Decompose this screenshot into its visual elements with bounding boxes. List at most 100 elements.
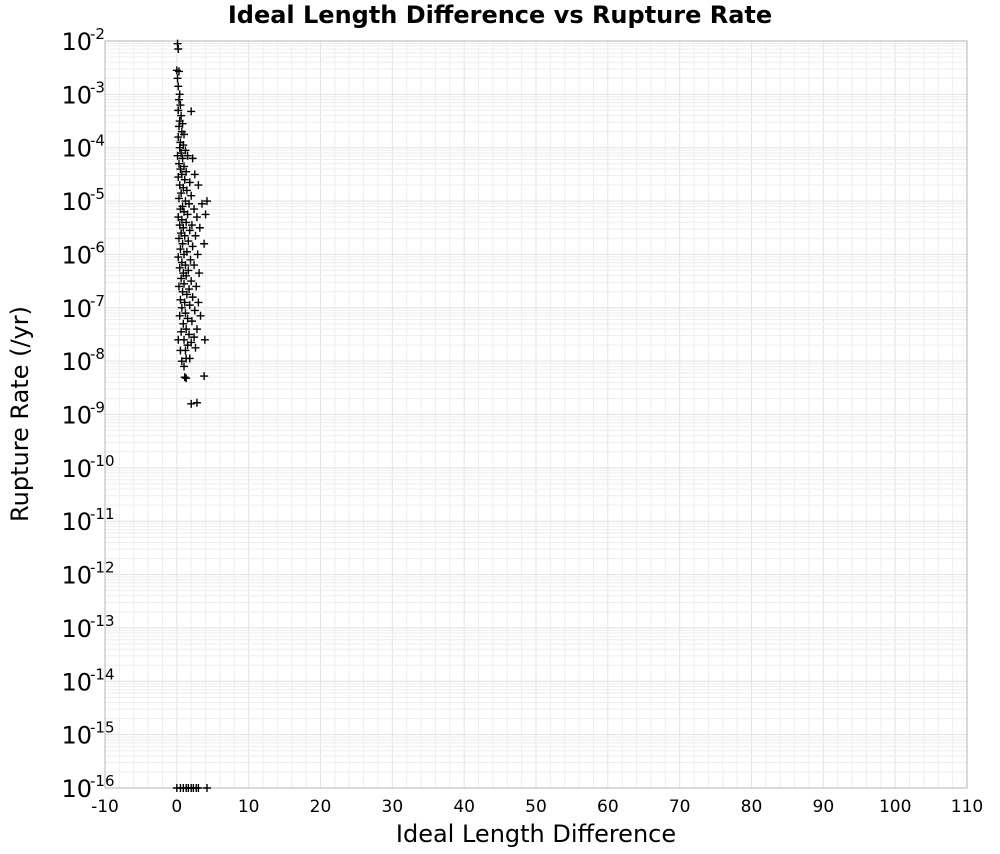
chart-title: Ideal Length Difference vs Rupture Rate bbox=[228, 1, 772, 29]
data-point-plus-marker bbox=[180, 298, 189, 307]
data-point-plus-marker bbox=[185, 285, 194, 294]
y-tick-label-base: 10 bbox=[61, 775, 92, 803]
data-point-plus-marker bbox=[200, 372, 209, 381]
y-tick-label-exponent: -14 bbox=[90, 665, 115, 683]
data-point-plus-marker bbox=[185, 226, 194, 235]
data-point-plus-marker bbox=[194, 181, 203, 190]
grid bbox=[104, 41, 968, 789]
y-tick-label-base: 10 bbox=[61, 668, 92, 696]
data-point-plus-marker bbox=[190, 333, 199, 342]
y-tick-label-exponent: -6 bbox=[90, 238, 105, 256]
data-point-plus-marker bbox=[174, 133, 183, 142]
data-point-plus-marker bbox=[203, 784, 212, 792]
data-point-plus-marker bbox=[194, 298, 203, 307]
data-point-plus-marker bbox=[174, 106, 183, 115]
x-axis-ticks: -10 0 10 20 30 40 50 60 70 80 90 100 110 bbox=[91, 797, 983, 817]
y-tick-label-exponent: -4 bbox=[90, 132, 105, 150]
x-tick-label: 110 bbox=[951, 797, 983, 817]
data-point-plus-marker bbox=[183, 341, 192, 350]
data-point-plus-marker bbox=[192, 398, 201, 407]
data-point-plus-marker bbox=[187, 277, 196, 286]
data-point-plus-marker bbox=[190, 170, 199, 179]
y-tick-label-base: 10 bbox=[61, 28, 92, 56]
data-point-plus-marker bbox=[184, 266, 193, 275]
data-point-plus-marker bbox=[176, 346, 185, 355]
y-tick-label-exponent: -15 bbox=[90, 719, 115, 737]
data-point-plus-marker bbox=[185, 330, 194, 339]
data-point-plus-marker bbox=[178, 154, 187, 163]
x-tick-label: 70 bbox=[669, 797, 691, 817]
y-tick-label-exponent: -16 bbox=[90, 772, 115, 790]
data-point-plus-marker bbox=[182, 325, 191, 334]
data-point-plus-marker bbox=[195, 223, 204, 232]
data-point-plus-marker bbox=[186, 255, 195, 264]
data-point-plus-marker bbox=[177, 327, 186, 336]
data-point-plus-marker bbox=[182, 186, 191, 195]
data-point-plus-marker bbox=[180, 250, 189, 259]
data-point-plus-marker bbox=[177, 303, 186, 312]
data-point-plus-marker bbox=[187, 317, 196, 326]
data-point-plus-marker bbox=[174, 253, 183, 262]
y-tick-label-base: 10 bbox=[61, 188, 92, 216]
data-point-plus-marker bbox=[200, 335, 209, 344]
data-point-plus-marker bbox=[184, 237, 193, 246]
data-point-plus-marker bbox=[192, 282, 201, 291]
y-tick-label-base: 10 bbox=[61, 81, 92, 109]
x-axis-label: Ideal Length Difference bbox=[396, 820, 676, 848]
data-point-plus-marker bbox=[185, 301, 194, 310]
data-point-plus-marker bbox=[174, 67, 183, 76]
data-point-plus-marker bbox=[174, 173, 183, 182]
data-point-plus-marker bbox=[196, 311, 205, 320]
y-tick-label-base: 10 bbox=[61, 615, 92, 643]
x-tick-label: 50 bbox=[525, 797, 547, 817]
data-point-plus-marker bbox=[177, 274, 186, 283]
data-point-plus-marker bbox=[182, 271, 191, 280]
data-point-plus-marker bbox=[192, 325, 201, 334]
y-tick-label-base: 10 bbox=[61, 508, 92, 536]
data-point-plus-marker bbox=[180, 279, 189, 288]
data-point-plus-marker bbox=[200, 239, 209, 248]
data-point-plus-marker bbox=[183, 151, 192, 160]
y-tick-label-exponent: -13 bbox=[90, 612, 115, 630]
data-point-plus-marker bbox=[185, 178, 194, 187]
x-tick-label: 30 bbox=[382, 797, 404, 817]
data-point-plus-marker bbox=[192, 213, 201, 222]
y-tick-label-base: 10 bbox=[61, 241, 92, 269]
y-tick-label-base: 10 bbox=[61, 295, 92, 323]
y-tick-label-exponent: -7 bbox=[90, 292, 105, 310]
x-tick-label: 20 bbox=[310, 797, 332, 817]
data-point-plus-marker bbox=[190, 205, 199, 214]
y-axis-label: Rupture Rate (/yr) bbox=[6, 306, 34, 522]
data-point-plus-marker bbox=[174, 335, 183, 344]
y-tick-label-base: 10 bbox=[61, 722, 92, 750]
x-tick-label: 90 bbox=[813, 797, 835, 817]
data-point-plus-marker bbox=[183, 314, 192, 323]
data-point-plus-marker bbox=[180, 175, 189, 184]
data-point-plus-marker bbox=[179, 319, 188, 328]
data-point-plus-marker bbox=[183, 210, 192, 219]
data-point-plus-marker bbox=[188, 154, 197, 163]
data-point-plus-marker bbox=[190, 306, 199, 315]
data-point-plus-marker bbox=[178, 287, 187, 296]
data-point-plus-marker bbox=[187, 399, 196, 408]
data-point-plus-marker bbox=[187, 191, 196, 200]
data-point-plus-marker bbox=[174, 159, 183, 168]
y-tick-label-exponent: -12 bbox=[90, 559, 115, 577]
data-point-plus-marker bbox=[176, 245, 185, 254]
y-tick-label-exponent: -2 bbox=[90, 25, 105, 43]
x-tick-label: 10 bbox=[238, 797, 260, 817]
data-point-plus-marker bbox=[176, 101, 185, 110]
data-point-plus-marker bbox=[179, 223, 188, 232]
y-tick-label-base: 10 bbox=[61, 562, 92, 590]
data-point-plus-marker bbox=[175, 143, 184, 152]
x-tick-label: -10 bbox=[91, 797, 119, 817]
data-points bbox=[172, 39, 212, 792]
data-point-plus-marker bbox=[181, 309, 190, 318]
y-tick-label-exponent: -3 bbox=[90, 78, 105, 96]
data-point-plus-marker bbox=[175, 311, 184, 320]
x-tick-label: 100 bbox=[879, 797, 911, 817]
data-point-plus-marker bbox=[176, 165, 185, 174]
data-point-plus-marker bbox=[175, 90, 184, 99]
data-point-plus-marker bbox=[182, 354, 191, 363]
